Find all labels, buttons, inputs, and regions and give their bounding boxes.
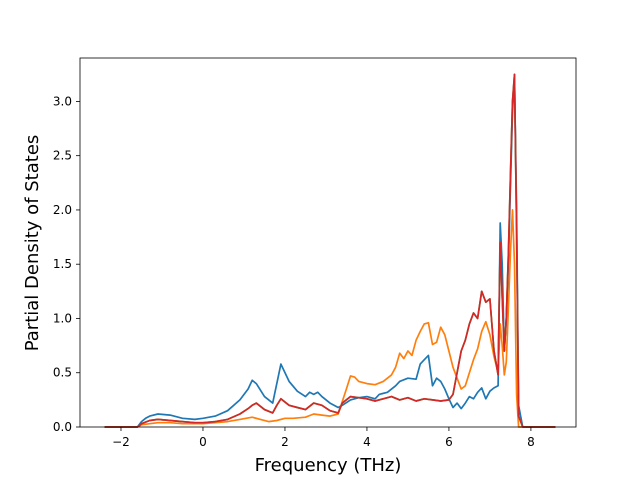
x-tick-label: 2 [281, 435, 289, 449]
x-tick-label: 8 [527, 435, 535, 449]
x-tick-label: −2 [112, 435, 130, 449]
y-tick-label: 3.0 [53, 94, 72, 108]
y-axis-ticks: 0.0 0.5 1.0 1.5 2.0 2.5 3.0 [53, 94, 80, 434]
y-tick-label: 1.0 [53, 311, 72, 325]
x-tick-label: 0 [199, 435, 207, 449]
y-tick-label: 0.5 [53, 366, 72, 380]
y-tick-label: 2.5 [53, 149, 72, 163]
plot-frame [79, 57, 577, 428]
series-layer [104, 73, 556, 428]
x-tick-label: 4 [363, 435, 371, 449]
y-tick-label: 0.0 [53, 420, 72, 434]
x-axis-ticks: −2 0 2 4 6 8 [112, 427, 535, 449]
y-tick-label: 1.5 [53, 257, 72, 271]
series-line-4 [104, 73, 556, 428]
x-axis-label: Frequency (THz) [255, 455, 402, 476]
y-axis-label: Partial Density of States [22, 135, 43, 352]
x-tick-label: 6 [445, 435, 453, 449]
y-tick-label: 2.0 [53, 203, 72, 217]
